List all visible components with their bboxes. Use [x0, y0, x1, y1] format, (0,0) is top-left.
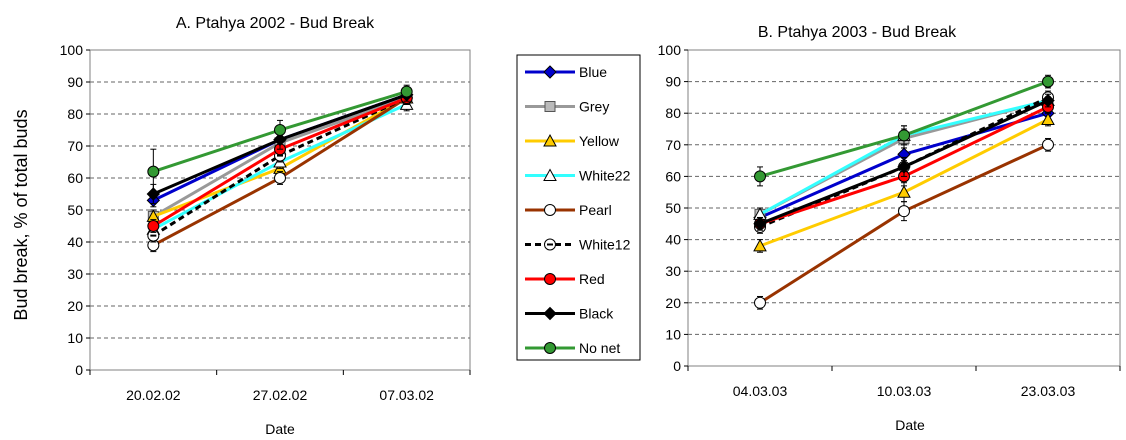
chart-b-y-tick-label: 90: [665, 74, 681, 90]
legend-entry-white22: White22: [525, 168, 631, 184]
chart-a-point-red: [147, 220, 160, 232]
legend-entries: Blue Grey Yellow White22 Pearl White12 Red Blac…: [525, 64, 631, 356]
chart-b-series: [753, 74, 1055, 310]
legend-label-no-net: No net: [579, 340, 620, 356]
chart-a-title: A. Ptahya 2002 - Bud Break: [176, 15, 375, 32]
chart-b-x-axis: 04.03.03 10.03.03 23.03.03: [687, 366, 1121, 399]
chart-b-point-black: [897, 160, 911, 174]
chart-b: B. Ptahya 2003 - Bud Break 0 10 20 30 40 50 60…: [658, 24, 1121, 433]
chart-a-y-tick-label: 60: [67, 170, 83, 186]
chart-a-series-no-net: [147, 84, 413, 195]
chart-b-y-tick-label: 10: [665, 326, 681, 342]
chart-a-y-tick-label: 40: [67, 234, 83, 250]
chart-b-point-yellow: [897, 185, 911, 198]
legend-entry-no-net: No net: [525, 340, 620, 356]
chart-a: A. Ptahya 2002 - Bud Break 0 10 20 30 40 50 60…: [11, 15, 471, 437]
chart-b-point-black: [1041, 93, 1055, 108]
chart-b-y-tick-label: 60: [665, 168, 681, 184]
chart-b-series-pearl: [754, 137, 1054, 310]
chart-a-y-tick-label: 0: [75, 362, 83, 378]
legend-marker-white22: [543, 168, 557, 181]
chart-b-y-tick-label: 70: [665, 137, 681, 153]
legend-entry-white12: White12: [525, 237, 631, 253]
chart-b-x-tick-label: 10.03.03: [877, 383, 932, 399]
legend-label-white12: White12: [579, 237, 631, 253]
chart-b-y-tick-label: 0: [673, 358, 681, 374]
chart-b-y-tick-label: 20: [665, 295, 681, 311]
legend-marker-black: [543, 306, 557, 321]
legend-label-red: Red: [579, 271, 605, 287]
chart-a-point-no-net: [147, 165, 160, 178]
legend-marker-grey: [544, 101, 556, 112]
chart-b-point-yellow: [753, 238, 767, 252]
y-axis-label: Bud break, % of total buds: [11, 109, 31, 320]
legend-marker-blue: [543, 65, 557, 79]
legend-marker-pearl: [544, 204, 556, 216]
chart-a-series: [146, 84, 414, 253]
chart-b-y-tick-label: 30: [665, 263, 681, 279]
legend-label-grey: Grey: [579, 99, 609, 115]
chart-b-point-no-net: [1042, 75, 1054, 88]
chart-b-point-pearl: [1042, 138, 1054, 151]
chart-b-point-pearl: [754, 296, 766, 309]
chart-a-line-white12: [152, 96, 408, 237]
chart-b-point-no-net: [898, 129, 910, 142]
chart-b-point-black: [753, 217, 767, 231]
chart-a-point-no-net: [274, 124, 286, 136]
chart-b-title: B. Ptahya 2003 - Bud Break: [758, 24, 957, 41]
chart-b-x-tick-label: 23.03.03: [1021, 383, 1076, 399]
legend-label-pearl: Pearl: [579, 202, 612, 218]
legend-marker-yellow: [543, 133, 557, 147]
chart-a-y-axis: 0 10 20 30 40 50 60 70 80 90 100: [60, 42, 90, 378]
chart-b-y-tick-label: 40: [665, 232, 681, 248]
chart-a-y-tick-label: 100: [60, 42, 84, 58]
chart-a-x-tick-label: 07.03.02: [379, 387, 434, 403]
legend-label-yellow: Yellow: [579, 133, 620, 149]
legend-entry-red: Red: [525, 271, 605, 287]
chart-a-y-tick-label: 80: [67, 106, 83, 122]
legend-label-white22: White22: [579, 168, 631, 184]
legend: Blue Grey Yellow White22 Pearl White12 Red Blac…: [516, 54, 641, 361]
legend-label-blue: Blue: [579, 64, 607, 80]
chart-a-y-tick-label: 10: [67, 330, 83, 346]
chart-b-y-tick-label: 50: [665, 200, 681, 216]
legend-entry-blue: Blue: [525, 64, 607, 80]
chart-b-point-no-net: [754, 170, 766, 183]
chart-a-x-axis-label: Date: [265, 421, 295, 437]
legend-label-black: Black: [579, 306, 614, 322]
chart-a-y-tick-label: 20: [67, 298, 83, 314]
chart-b-series-no-net: [754, 74, 1054, 187]
chart-b-x-tick-label: 04.03.03: [733, 383, 788, 399]
chart-b-series-yellow: [753, 112, 1055, 253]
legend-entry-black: Black: [525, 306, 614, 322]
chart-a-y-tick-label: 70: [67, 138, 83, 154]
chart-b-y-tick-label: 80: [665, 105, 681, 121]
chart-a-y-tick-label: 30: [67, 266, 83, 282]
chart-b-series-black: [753, 93, 1055, 231]
chart-a-x-tick-label: 20.02.02: [126, 387, 181, 403]
chart-b-point-pearl: [898, 205, 910, 218]
chart-b-x-axis-label: Date: [895, 417, 925, 433]
legend-entry-yellow: Yellow: [525, 133, 620, 149]
legend-marker-red: [544, 273, 556, 285]
chart-a-x-axis: 20.02.02 27.02.02 07.03.02: [89, 370, 471, 403]
chart-a-y-tick-label: 90: [67, 74, 83, 90]
chart-b-y-tick-label: 100: [658, 42, 682, 58]
chart-a-point-no-net: [400, 85, 413, 98]
chart-a-point-pearl: [274, 172, 286, 184]
legend-entry-grey: Grey: [525, 99, 609, 115]
chart-b-point-yellow: [1041, 112, 1055, 126]
chart-b-y-axis: 0 10 20 30 40 50 60 70 80 90 100: [658, 42, 688, 374]
legend-marker-no-net: [544, 342, 556, 354]
chart-a-x-tick-label: 27.02.02: [253, 387, 308, 403]
legend-entry-pearl: Pearl: [525, 202, 612, 218]
chart-a-y-tick-label: 50: [67, 202, 83, 218]
